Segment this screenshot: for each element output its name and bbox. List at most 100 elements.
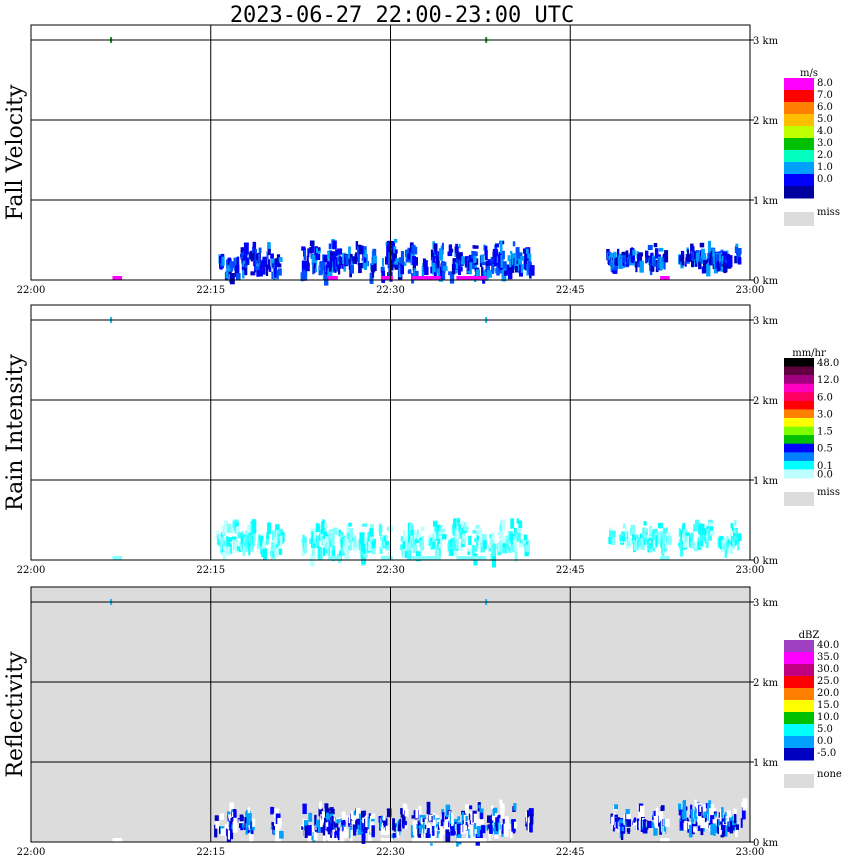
echo-cell: [267, 242, 271, 252]
echo-cell: [361, 554, 367, 564]
echo-cell: [432, 826, 435, 836]
echo-cell: [421, 536, 424, 543]
echo-cell: [394, 260, 399, 265]
echo-cell: [331, 533, 335, 546]
echo-cell: [690, 243, 694, 256]
x-tick-label: 22:30: [376, 285, 405, 296]
echo-cell: [517, 526, 522, 533]
echo-cell: [383, 536, 386, 542]
echo-cell: [405, 550, 409, 558]
colorbar-swatch: [784, 664, 814, 677]
colorbar-swatch: [784, 114, 814, 127]
surface-echo: [380, 838, 393, 842]
echo-cell: [242, 269, 245, 279]
echo-cell: [249, 537, 254, 542]
echo-cell: [498, 814, 501, 819]
echo-cell: [315, 523, 320, 533]
echo-cell: [510, 518, 515, 529]
colorbar-label: 1.0: [817, 162, 833, 173]
echo-cell: [445, 815, 448, 820]
echo-cell: [617, 248, 620, 259]
x-tick-label: 22:15: [196, 285, 225, 296]
echo-cell: [432, 533, 435, 545]
colorbar-swatch: [784, 186, 814, 199]
echo-cell: [655, 807, 659, 820]
echo-cell: [323, 829, 326, 842]
echo-cell: [695, 817, 699, 822]
echo-cell: [696, 807, 699, 817]
echo-cell: [358, 813, 362, 819]
echo-cell: [480, 813, 483, 819]
echo-cell: [726, 819, 729, 825]
echo-cell: [632, 534, 636, 544]
echo-cell: [662, 543, 666, 554]
echo-cell: [337, 554, 341, 564]
echo-cell: [317, 525, 321, 531]
echo-cell: [463, 824, 466, 834]
y-tick-label: 1 km: [753, 758, 779, 769]
echo-cell: [350, 829, 353, 843]
echo-cell: [663, 527, 668, 535]
echo-cell: [455, 243, 458, 254]
echo-cell: [262, 256, 268, 268]
colorbar-unit: mm/hr: [792, 348, 826, 359]
echo-cell: [270, 253, 274, 259]
echo-cell: [341, 811, 346, 822]
echo-cell: [475, 535, 479, 548]
echo-cell: [741, 807, 746, 820]
echo-cell: [733, 814, 737, 824]
echo-cell: [470, 818, 474, 825]
echo-cell: [700, 258, 703, 264]
echo-cell: [653, 243, 658, 248]
echo-cell: [703, 262, 706, 274]
echo-cell: [504, 830, 509, 837]
echo-cell: [626, 818, 631, 827]
echo-cell: [405, 804, 408, 811]
echo-cell: [497, 543, 501, 552]
echo-cell: [245, 257, 250, 265]
echo-cell: [404, 262, 407, 266]
echo-cell: [615, 257, 619, 266]
echo-cell: [362, 810, 366, 817]
echo-cell: [714, 813, 717, 817]
echo-cell: [668, 536, 671, 546]
echo-cell: [335, 249, 339, 257]
echo-cell: [681, 254, 685, 266]
echo-cell: [339, 261, 343, 266]
echo-cell: [379, 818, 384, 830]
echo-cell: [434, 250, 438, 255]
echo-cell: [257, 541, 261, 550]
echo-cell: [400, 544, 405, 551]
echo-cell: [406, 250, 411, 255]
echo-cell: [472, 530, 478, 534]
echo-cell: [660, 531, 665, 540]
surface-echo: [456, 838, 487, 842]
echo-cell: [434, 823, 439, 837]
echo-cell: [473, 251, 478, 257]
echo-cell: [341, 259, 347, 269]
echo-cell: [457, 816, 461, 821]
surface-echo: [328, 276, 338, 280]
colorbar-label: 0.0: [817, 174, 833, 185]
echo-cell: [463, 522, 467, 531]
echo-cell: [311, 245, 314, 253]
echo-cell: [336, 264, 341, 269]
echo-cell: [386, 240, 392, 249]
echo-cell: [527, 263, 530, 275]
echo-cell: [349, 538, 353, 551]
echo-cell: [730, 820, 734, 829]
echo-cell: [307, 825, 312, 837]
echo-cell: [624, 527, 628, 539]
echo-cell: [658, 522, 663, 529]
echo-cell: [736, 250, 741, 263]
y-tick-label: 3 km: [753, 36, 779, 47]
echo-cell: [503, 270, 508, 276]
echo-cell: [274, 808, 280, 818]
echo-cell: [711, 807, 717, 814]
echo-cell: [302, 269, 308, 281]
echo-cell: [415, 834, 418, 841]
echo-cell: [331, 816, 334, 826]
echo-cell: [258, 253, 261, 265]
echo-cell: [626, 814, 631, 820]
echo-cell: [510, 827, 513, 839]
